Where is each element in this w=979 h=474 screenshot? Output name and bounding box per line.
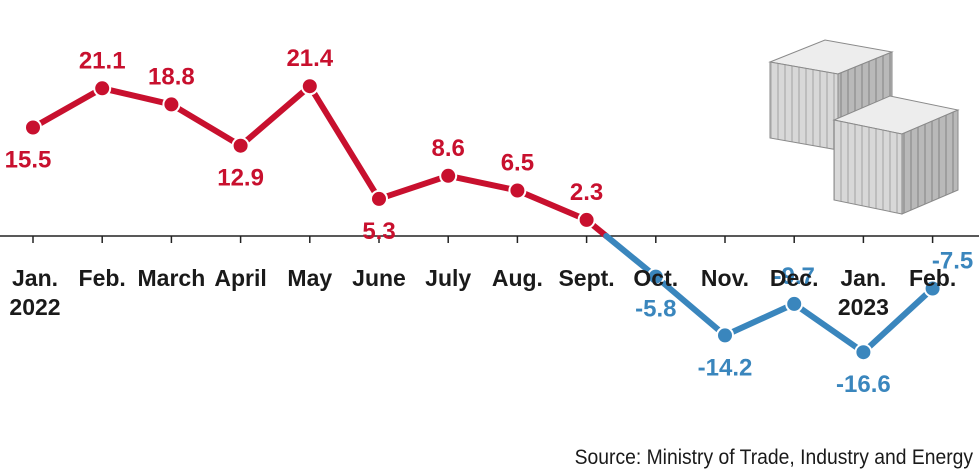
data-point — [923, 279, 942, 298]
data-point — [646, 267, 665, 286]
data-point — [785, 294, 804, 313]
source-note: Source: Ministry of Trade, Industry and … — [574, 446, 973, 469]
data-point — [439, 166, 458, 185]
data-label: 15.5 — [5, 147, 52, 174]
x-tick-label: July — [425, 265, 471, 291]
x-tick-label: Aug. — [492, 265, 543, 291]
data-point — [508, 181, 527, 200]
x-tick-label: March — [138, 265, 206, 291]
x-tick-label: Feb. — [79, 265, 126, 291]
x-tick-label: May — [287, 265, 332, 291]
data-point — [370, 189, 388, 208]
series-line-segment — [652, 273, 728, 339]
data-label: 18.8 — [148, 63, 195, 90]
x-tick-label: June — [352, 265, 406, 291]
data-label: -16.6 — [836, 371, 891, 398]
x-tick-label: Sept. — [558, 265, 614, 291]
data-label: 5.3 — [362, 218, 395, 245]
x-tick-label: 2023 — [838, 294, 889, 320]
data-label: -7.5 — [932, 248, 973, 275]
data-label: -9.7 — [774, 263, 815, 290]
series-line-segment — [860, 285, 936, 356]
data-point — [854, 343, 873, 362]
series-line-segment — [30, 85, 106, 131]
data-label: -5.8 — [635, 296, 676, 323]
series-line-segment — [514, 187, 590, 223]
series-line-segment — [237, 83, 313, 149]
data-point — [716, 326, 734, 345]
data-point — [162, 95, 181, 114]
data-label: 12.9 — [217, 165, 264, 192]
x-tick-label: Jan. — [840, 265, 886, 291]
x-tick-label: Jan. — [12, 265, 58, 291]
series-line-segment — [306, 83, 382, 202]
x-tick-label: 2022 — [9, 294, 60, 320]
data-label: 21.4 — [286, 45, 333, 72]
data-label: -14.2 — [698, 354, 753, 381]
x-tick-label: Oct. — [633, 265, 678, 291]
data-label: 21.1 — [79, 47, 126, 74]
series-line-segment — [603, 233, 659, 280]
data-point — [24, 118, 42, 137]
series-line-segment — [722, 300, 798, 339]
data-point — [231, 136, 250, 155]
x-tick-label: Nov. — [701, 265, 749, 291]
x-tick-label: April — [214, 265, 266, 291]
data-label: 8.6 — [432, 135, 465, 162]
data-label: 6.5 — [501, 150, 534, 177]
x-tick-label: Feb. — [909, 265, 956, 291]
series-line-segment — [168, 101, 244, 149]
series-line-segment — [376, 172, 452, 202]
x-tick-label: Dec. — [770, 265, 819, 291]
data-point — [300, 77, 319, 96]
series-line-segment — [445, 172, 521, 194]
data-label: 2.3 — [570, 179, 603, 206]
series-line-segment — [791, 300, 867, 356]
shipping-containers-icon — [768, 39, 960, 215]
series-line-segment — [99, 85, 175, 108]
data-point — [93, 79, 112, 98]
data-point — [577, 210, 596, 229]
